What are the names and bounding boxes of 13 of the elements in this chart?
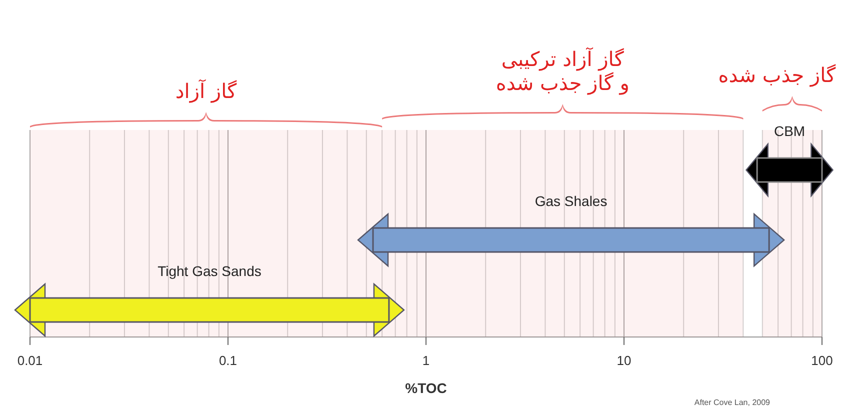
y-tick-label: Tight Gas Sands [158,263,262,279]
x-tick-label: 0.1 [218,353,238,368]
y-tick-label: Gas Shales [534,193,608,209]
text: After Cove Lan, 2009 [694,398,771,407]
x-tick-label: 1 [422,353,430,368]
band-label: گاز جذب شده [718,63,836,87]
band-label: گاز آزاد [175,79,238,103]
x-axis-title: %TOC [405,380,447,396]
band-label: گاز آزاد ترکیبی و گاز جذب شده [496,47,630,95]
y-tick-label: CBM [774,123,806,139]
x-tick-label: 0.01 [17,353,43,368]
x-tick-label: 10 [616,353,632,368]
x-tick-label: 100 [811,353,833,368]
